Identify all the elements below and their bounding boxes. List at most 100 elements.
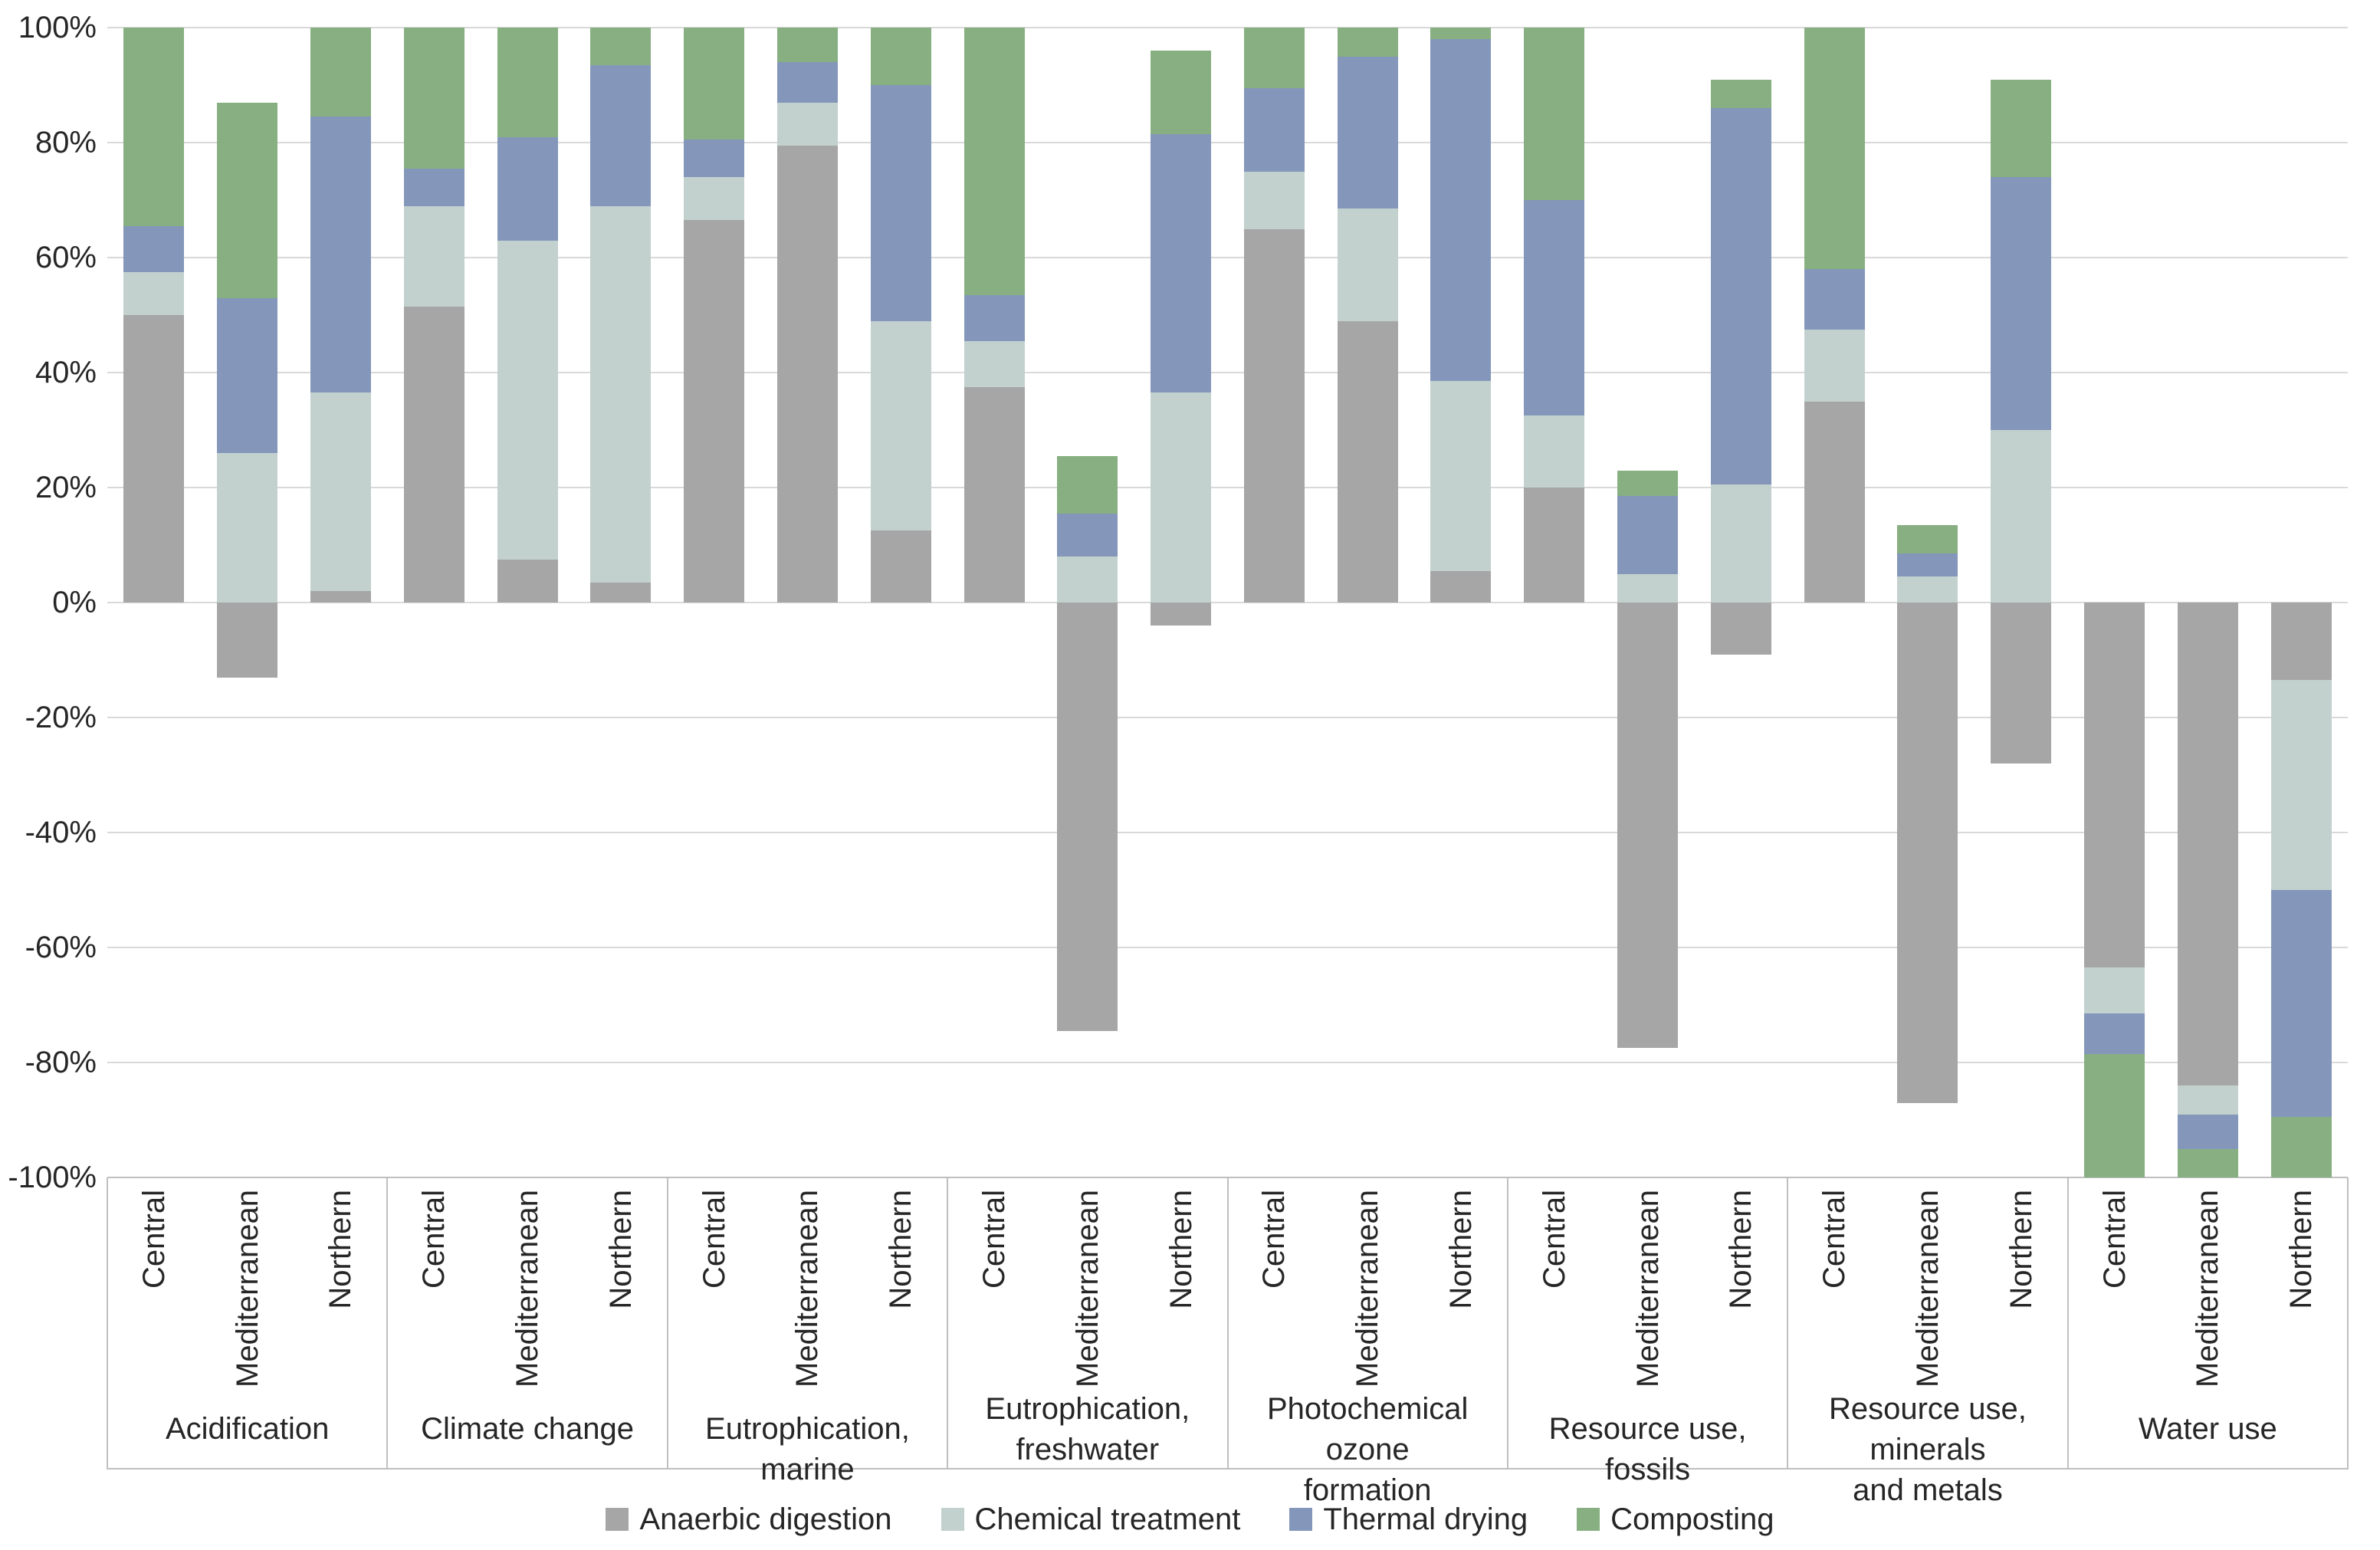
y-tick-label: 60% xyxy=(34,241,97,274)
bar-segment xyxy=(1617,470,1679,497)
bar-segment xyxy=(1151,51,1212,134)
bar-segment xyxy=(1991,430,2052,603)
bar-segment xyxy=(1897,603,1958,1103)
y-tick-label: 20% xyxy=(34,471,97,504)
bar-segment xyxy=(1057,557,1118,603)
group-separator xyxy=(1787,1177,1789,1469)
legend-label: Anaerbic digestion xyxy=(639,1502,892,1536)
bar-segment xyxy=(403,205,465,307)
bar-segment xyxy=(870,320,931,531)
bar-segment xyxy=(1057,603,1118,1031)
group-label-line: freshwater xyxy=(1016,1433,1160,1466)
gridline xyxy=(107,947,2348,948)
bar-segment xyxy=(2084,603,2145,968)
group-label: Resource use, minerals and metals xyxy=(1787,1389,2067,1511)
bar-segment xyxy=(123,315,185,603)
bar-segment xyxy=(2270,680,2332,890)
bar-segment xyxy=(1617,496,1679,574)
bar-segment xyxy=(2270,890,2332,1118)
y-tick-label: 100% xyxy=(18,11,97,44)
legend-label: Composting xyxy=(1610,1502,1774,1536)
bar-segment xyxy=(590,64,652,206)
legend-item: Composting xyxy=(1577,1496,1774,1542)
bar-segment xyxy=(2084,967,2145,1014)
bar-segment xyxy=(1430,570,1492,603)
bar-segment xyxy=(497,136,558,241)
bar-segment xyxy=(123,225,185,272)
gridline xyxy=(107,27,2348,28)
group-separator xyxy=(1226,1177,1229,1469)
bar-segment xyxy=(590,582,652,603)
bar-segment xyxy=(1710,108,1771,485)
gridline xyxy=(107,717,2348,718)
bar-segment xyxy=(1243,87,1305,172)
gridline xyxy=(107,372,2348,373)
bar-segment xyxy=(1243,228,1305,603)
bar-segment xyxy=(2270,1117,2332,1177)
group-label: Climate change xyxy=(387,1409,667,1450)
bar-segment xyxy=(310,117,371,393)
bar-segment xyxy=(1804,401,1865,603)
bar-segment xyxy=(403,168,465,206)
bar-segment xyxy=(1991,603,2052,764)
category-box-bottom xyxy=(107,1468,2349,1470)
legend-label: Thermal drying xyxy=(1323,1502,1528,1536)
gridline xyxy=(107,487,2348,488)
bar-segment xyxy=(1524,415,1585,488)
bar-segment xyxy=(123,28,185,226)
gridline xyxy=(107,1062,2348,1063)
bar-segment xyxy=(123,271,185,315)
bar-segment xyxy=(2177,1148,2238,1177)
bar-segment xyxy=(776,145,838,603)
bar-segment xyxy=(1617,603,1679,1049)
legend-item: Thermal drying xyxy=(1289,1496,1528,1542)
group-separator xyxy=(1506,1177,1508,1469)
gridline xyxy=(107,832,2348,833)
bar-segment xyxy=(1430,39,1492,382)
group-label-line: Climate change xyxy=(421,1412,635,1446)
bar-segment xyxy=(963,28,1025,295)
bar-segment xyxy=(1617,573,1679,603)
bar-segment xyxy=(1524,200,1585,416)
bar-segment xyxy=(1897,553,1958,577)
bar-segment xyxy=(1524,488,1585,603)
bar-segment xyxy=(217,102,278,298)
gridline xyxy=(107,257,2348,258)
group-separator xyxy=(2066,1177,2069,1469)
group-label: Acidification xyxy=(107,1409,387,1450)
bar-segment xyxy=(1991,79,2052,177)
bar-segment xyxy=(1710,484,1771,603)
bar-segment xyxy=(403,306,465,603)
bar-segment xyxy=(776,62,838,103)
bar-segment xyxy=(1243,28,1305,88)
bar-segment xyxy=(590,205,652,583)
bar-segment xyxy=(1804,329,1865,402)
bar-segment xyxy=(963,294,1025,341)
group-label-line: Eutrophication, marine xyxy=(705,1412,910,1486)
bar-segment xyxy=(2270,603,2332,681)
y-tick-label: 0% xyxy=(52,586,97,619)
bar-segment xyxy=(2177,1114,2238,1149)
bar-segment xyxy=(1897,576,1958,603)
bar-segment xyxy=(2084,1053,2145,1177)
gridline xyxy=(107,602,2348,603)
bar-segment xyxy=(1804,28,1865,269)
bar-segment xyxy=(1710,79,1771,108)
y-tick-label: -20% xyxy=(25,701,97,734)
bar-segment xyxy=(1991,177,2052,430)
y-tick-label: -40% xyxy=(25,816,97,849)
y-tick-label: 40% xyxy=(34,356,97,389)
bar-segment xyxy=(870,530,931,603)
bar-segment xyxy=(1337,28,1398,57)
bar-segment xyxy=(684,28,745,140)
bar-segment xyxy=(1430,28,1492,39)
gridline xyxy=(107,142,2348,143)
group-label-line: Resource use, minerals xyxy=(1828,1392,2027,1466)
bar-segment xyxy=(217,297,278,453)
legend-swatch xyxy=(606,1508,629,1531)
legend-swatch xyxy=(1289,1508,1313,1531)
group-label-line: Acidification xyxy=(165,1412,330,1446)
bar-segment xyxy=(2177,603,2238,1085)
group-label-line: and metals xyxy=(1853,1473,2003,1507)
